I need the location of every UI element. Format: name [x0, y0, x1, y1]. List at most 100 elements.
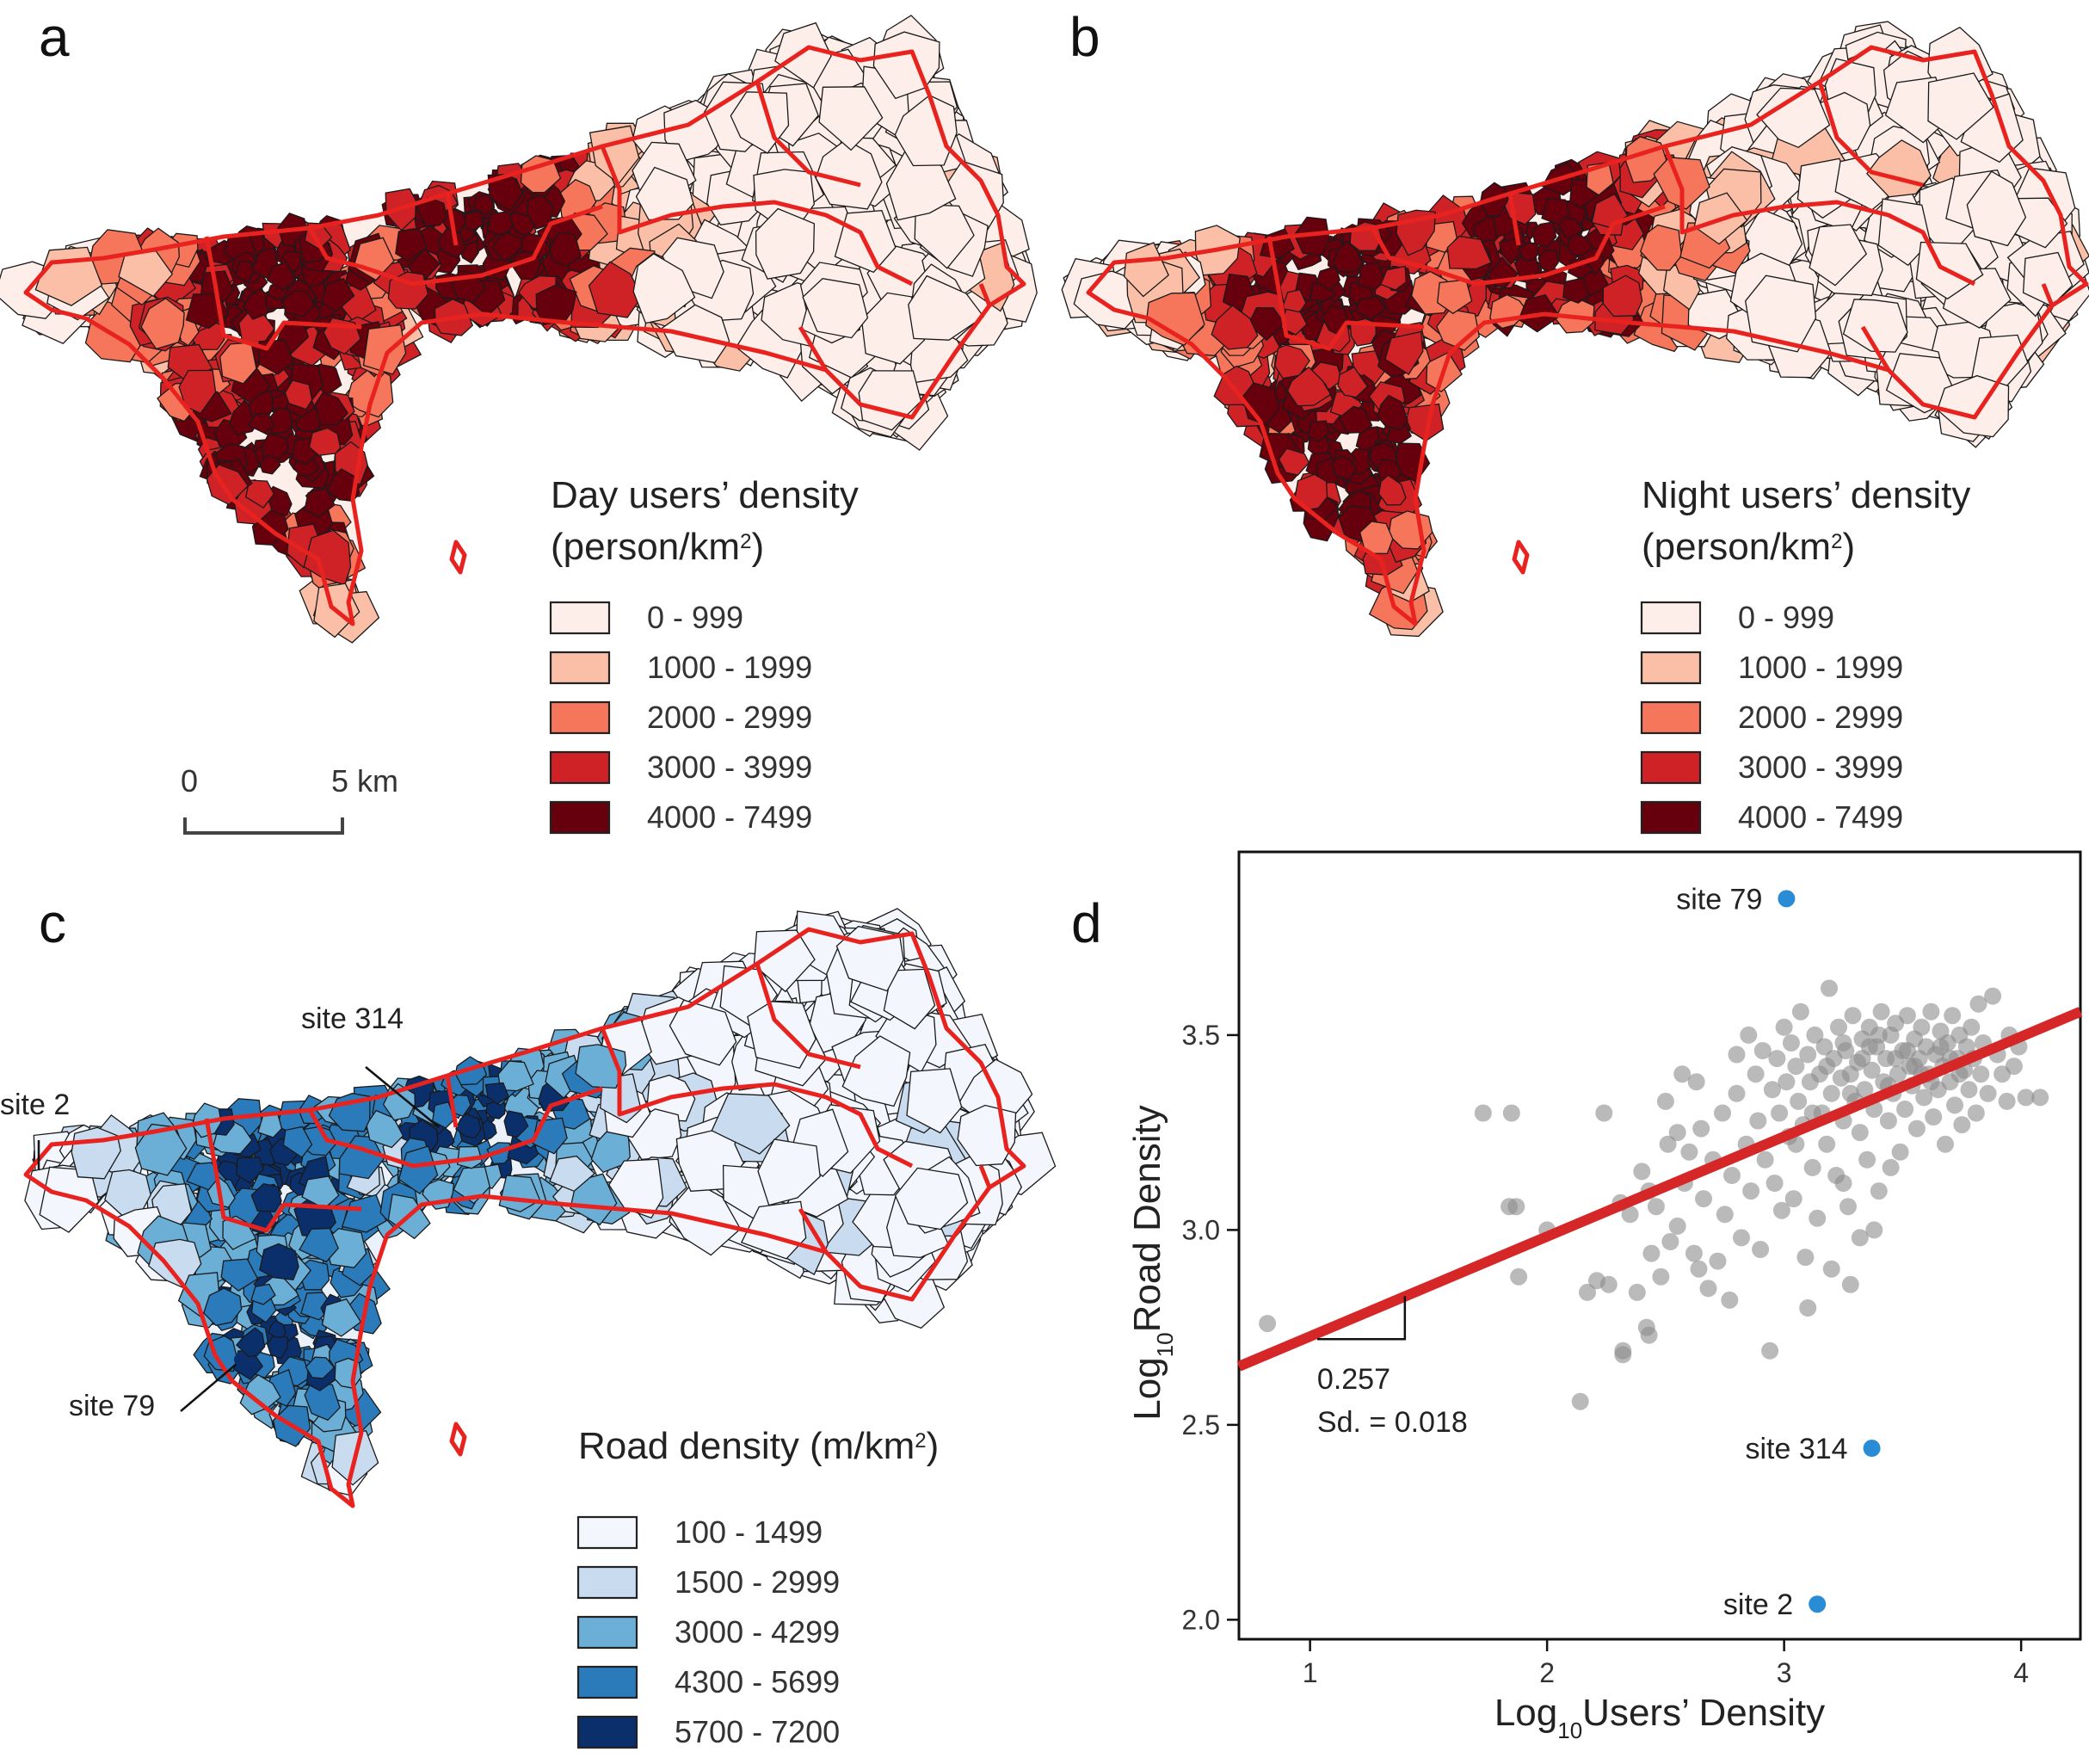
- data-point: [1856, 1081, 1874, 1099]
- highlighted-point: [1778, 890, 1796, 908]
- data-point: [1841, 1275, 1859, 1293]
- map-cell: [774, 22, 832, 89]
- scale-bar-end: 5 km: [331, 763, 398, 799]
- map-cell: [747, 1001, 816, 1069]
- data-point: [1858, 1150, 1876, 1169]
- map-road-density: [23, 908, 1057, 1508]
- map-cell: [308, 427, 342, 456]
- map-cell: [908, 274, 985, 341]
- map-cell: [894, 1167, 969, 1230]
- map-cell: [415, 196, 447, 227]
- map-cell: [1332, 240, 1364, 273]
- data-point: [1507, 1198, 1525, 1216]
- data-point: [1695, 1190, 1712, 1208]
- x-tick-label: 1: [1303, 1657, 1318, 1688]
- map-cell: [1384, 330, 1424, 376]
- map-internal-boundary: [1266, 81, 2055, 372]
- map-cell: [527, 194, 553, 230]
- data-point: [1709, 1252, 1727, 1270]
- data-point: [1834, 1034, 1852, 1052]
- legend-swatch: [549, 700, 611, 735]
- map-cell: [487, 174, 524, 212]
- map-cell: [1357, 261, 1386, 291]
- data-point: [1621, 1206, 1639, 1224]
- legend-unit: (person/km2): [1642, 526, 1855, 568]
- map-cell: [305, 1356, 336, 1379]
- data-point: [1740, 1026, 1758, 1044]
- map-cell: [257, 1113, 283, 1138]
- map-cell: [1278, 447, 1310, 476]
- map-cell: [385, 188, 422, 231]
- data-point: [1723, 1167, 1741, 1184]
- map-cell: [1377, 474, 1407, 506]
- legend-label: 3000 - 3999: [1738, 749, 1903, 785]
- data-point: [1818, 1058, 1836, 1076]
- map-cell: [244, 479, 275, 509]
- data-point: [1851, 1124, 1869, 1142]
- x-axis-title: Log10Users’ Density: [1494, 1692, 1825, 1743]
- data-point: [1818, 1135, 1836, 1153]
- legend-swatch: [1640, 750, 1702, 785]
- legend-swatch: [549, 750, 611, 785]
- legend-label: 0 - 999: [1738, 600, 1834, 635]
- data-point: [1925, 1108, 1943, 1126]
- panel-a-letter: a: [39, 6, 70, 68]
- data-point: [1821, 979, 1838, 997]
- y-tick-label: 3.5: [1182, 1020, 1220, 1051]
- map-cell: [520, 155, 562, 194]
- data-point: [2005, 1058, 2023, 1076]
- legend-label: 3000 - 3999: [647, 749, 812, 785]
- data-point: [1661, 1233, 1679, 1250]
- y-tick-label: 2.0: [1182, 1604, 1220, 1635]
- data-point: [1768, 1050, 1786, 1068]
- data-point: [1690, 1260, 1708, 1278]
- data-point: [1815, 1038, 1833, 1056]
- data-point: [1784, 1190, 1802, 1208]
- legend-label: 5700 - 7200: [675, 1714, 840, 1749]
- panel-b: b Night users’ density (person/km2) 0 - …: [1061, 6, 2089, 835]
- highlighted-point-label: site 79: [1676, 883, 1762, 916]
- map-cell: [1446, 235, 1493, 270]
- panel-c-letter: c: [39, 892, 66, 954]
- annotation-site-2: site 2: [0, 1089, 70, 1121]
- data-point: [1749, 1112, 1767, 1130]
- data-point: [1799, 1045, 1817, 1064]
- highlighted-point-label: site 2: [1723, 1588, 1793, 1621]
- legend-swatch: [576, 1665, 638, 1699]
- map-cell: [1745, 274, 1817, 353]
- data-point: [1851, 1229, 1869, 1247]
- data-point: [1668, 1124, 1686, 1142]
- data-point: [1898, 1042, 1916, 1059]
- map-cell: [1274, 344, 1310, 379]
- data-point: [1799, 1299, 1817, 1317]
- map-cell: [395, 227, 428, 262]
- map-cell: [220, 1258, 259, 1292]
- legend-label: 1500 - 2999: [675, 1564, 840, 1600]
- data-point: [1771, 1104, 1789, 1122]
- data-point: [1967, 1104, 1985, 1122]
- map-cell: [431, 1101, 456, 1129]
- map-cell: [304, 1381, 341, 1422]
- map-cell: [1436, 308, 1481, 351]
- map-cell: [608, 1158, 664, 1219]
- map-cell: [841, 1035, 911, 1107]
- map-cell: [661, 304, 730, 364]
- map-cell: [1842, 299, 1908, 353]
- map-cell: [906, 1068, 963, 1134]
- map-cell: [268, 1319, 287, 1339]
- data-point: [1628, 1283, 1646, 1301]
- legend-title: Night users’ density: [1642, 474, 1970, 516]
- map-night-density: [1061, 21, 2089, 638]
- panel-a: a Day users’ density (person/km2) 0 - 99…: [0, 6, 1038, 835]
- data-point: [1803, 1158, 1821, 1176]
- map-cell: [266, 1333, 289, 1360]
- map-cell: [755, 207, 816, 280]
- data-point: [1796, 1249, 1815, 1267]
- map-cell: [259, 454, 281, 475]
- data-point: [1728, 1045, 1746, 1064]
- map-cell: [1562, 277, 1591, 304]
- map-cell: [1248, 307, 1285, 342]
- panel-d: d 1 2 3 4 2.0 2.5 3.0 3.5 0.257 Sd. = 0.018 site 7…: [1071, 850, 2083, 1743]
- map-cell: [815, 139, 883, 210]
